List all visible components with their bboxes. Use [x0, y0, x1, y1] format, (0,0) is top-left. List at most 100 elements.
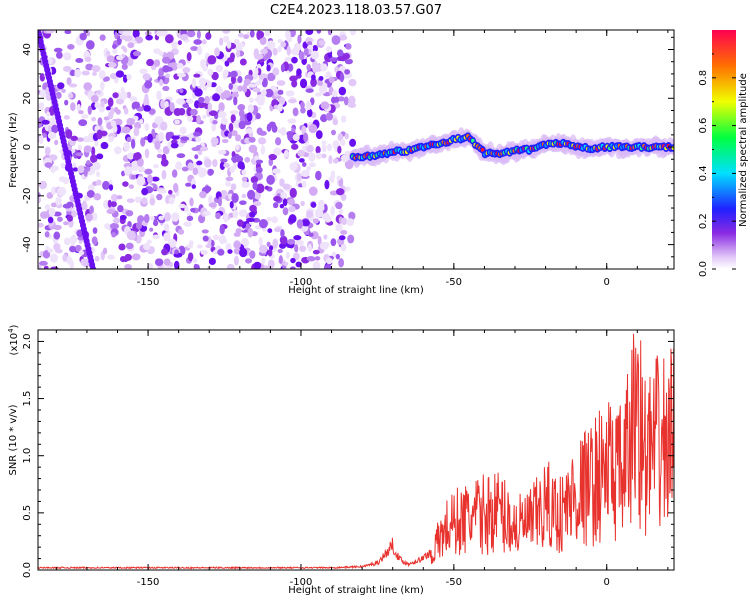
noise-blob	[234, 144, 240, 151]
snr-y-tick-label: 0.5	[22, 505, 33, 521]
noise-blob	[255, 183, 265, 194]
noise-blob	[113, 217, 120, 224]
noise-blob	[328, 175, 335, 183]
noise-blob	[45, 86, 50, 96]
noise-blob	[176, 153, 186, 159]
noise-blob	[335, 201, 343, 210]
noise-blob	[129, 96, 138, 102]
noise-blob	[62, 177, 70, 185]
noise-blob	[44, 146, 51, 156]
colorbar-tick-label: 0.2	[698, 213, 709, 229]
noise-blob	[248, 83, 257, 88]
noise-blob	[237, 75, 243, 84]
noise-blob	[307, 243, 312, 253]
noise-blob	[286, 35, 293, 43]
noise-blob	[126, 73, 132, 81]
noise-blob	[111, 231, 117, 238]
noise-blob	[340, 229, 348, 235]
noise-blob	[144, 123, 150, 131]
noise-blob	[186, 215, 194, 222]
noise-blob	[241, 176, 248, 182]
noise-blob	[138, 166, 146, 173]
noise-blob	[186, 106, 193, 117]
noise-blob	[203, 185, 212, 193]
noise-blob	[201, 39, 207, 45]
noise-blob	[122, 64, 128, 70]
noise-blob	[41, 119, 50, 125]
noise-blob	[175, 98, 185, 105]
noise-blob	[72, 167, 79, 172]
noise-blob	[259, 244, 268, 254]
noise-blob	[340, 154, 349, 163]
snr-y-tick-label: 1.0	[22, 448, 33, 464]
noise-blob	[78, 119, 88, 127]
noise-blob	[161, 56, 171, 64]
noise-blob	[264, 30, 271, 37]
noise-blob	[210, 82, 217, 88]
snr-x-axis: -150 -100 -50 0	[55, 330, 669, 588]
noise-blob	[99, 81, 105, 91]
noise-blob	[325, 257, 333, 265]
noise-blob	[149, 227, 154, 232]
noise-blob	[193, 39, 202, 45]
spectrogram-x-tick-label: -150	[137, 277, 160, 288]
noise-blob	[330, 205, 335, 216]
noise-blob	[294, 239, 304, 246]
noise-blob	[226, 40, 232, 49]
noise-blob	[238, 42, 245, 48]
noise-blob	[286, 45, 291, 56]
noise-blob	[329, 57, 339, 62]
noise-blob	[146, 239, 152, 244]
noise-blob	[143, 213, 150, 223]
noise-blob	[47, 131, 57, 140]
noise-blob	[201, 229, 209, 234]
noise-blob	[306, 108, 313, 118]
noise-blob	[120, 86, 125, 97]
noise-blob	[223, 163, 231, 168]
noise-blob	[233, 96, 238, 106]
spectrogram-x-label: Height of straight line (km)	[288, 285, 424, 296]
noise-blob	[123, 107, 129, 115]
noise-blob	[338, 86, 347, 96]
noise-blob	[110, 72, 118, 80]
noise-blob	[56, 216, 63, 222]
noise-blob	[280, 63, 286, 73]
noise-blob	[180, 33, 189, 41]
noise-blob	[46, 111, 51, 118]
noise-blob	[314, 92, 322, 97]
noise-blob	[133, 152, 140, 161]
noise-blob	[283, 150, 289, 158]
spectrogram-y-tick-label: -20	[22, 188, 33, 204]
noise-blob	[76, 137, 84, 142]
noise-blob	[279, 203, 285, 209]
snr-y-tick-label: 1.5	[22, 391, 33, 407]
noise-blob	[331, 129, 336, 136]
noise-blob	[186, 30, 196, 38]
noise-blob	[177, 72, 187, 78]
noise-blob	[130, 138, 136, 149]
noise-blob	[105, 50, 111, 56]
colorbar-tick-label: 0.4	[698, 165, 709, 181]
noise-blob	[266, 40, 276, 50]
noise-blob	[229, 201, 234, 209]
noise-blob	[340, 193, 347, 201]
noise-blob	[62, 254, 68, 262]
noise-blob	[108, 135, 114, 143]
noise-blob	[294, 244, 299, 253]
noise-blob	[173, 260, 180, 269]
noise-blob	[303, 47, 309, 56]
noise-blob	[264, 185, 269, 190]
noise-blob	[132, 30, 140, 39]
noise-blob	[158, 132, 165, 142]
noise-blob	[187, 252, 194, 262]
noise-blob	[256, 30, 262, 41]
noise-blob	[199, 191, 207, 199]
noise-blob	[159, 79, 164, 87]
noise-blob	[299, 78, 308, 89]
noise-blob	[179, 126, 187, 135]
noise-blob	[289, 266, 296, 269]
noise-blob	[287, 198, 296, 206]
noise-blob	[87, 184, 95, 192]
noise-blob	[146, 58, 154, 67]
noise-blob	[108, 184, 114, 191]
